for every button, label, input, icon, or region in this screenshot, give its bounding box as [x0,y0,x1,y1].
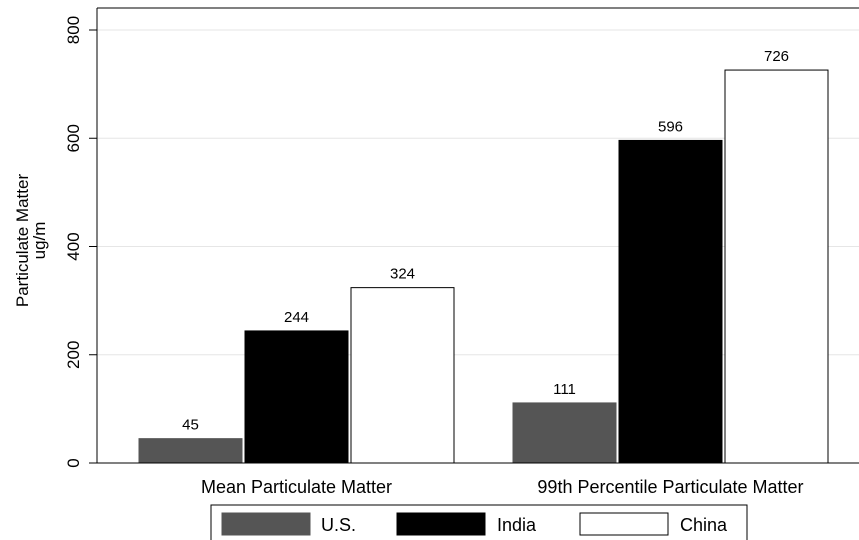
bar-india-0 [244,330,349,464]
x-category-label: 99th Percentile Particulate Matter [537,477,803,497]
legend-label: China [680,515,728,535]
y-tick-label: 800 [64,16,83,44]
bar-china-0 [350,287,455,464]
bar-u-s-0 [138,438,243,464]
y-tick-label: 200 [64,341,83,369]
bar-u-s-1 [512,402,617,464]
legend-swatch [396,512,486,536]
bar-india-1 [618,139,723,464]
y-axis-title: Particulate Matter ug/m [13,174,49,308]
legend-label: India [497,515,537,535]
y-tick-label: 600 [64,124,83,152]
bar-china-1 [724,69,829,464]
x-category-label: Mean Particulate Matter [201,477,392,497]
y-axis-title-line-1: Particulate Matter [13,174,32,308]
legend: U.S. India China [210,504,748,540]
data-label: 596 [658,118,683,135]
axes [96,7,859,464]
data-label: 726 [764,48,789,65]
data-label: 244 [284,309,309,326]
data-label: 111 [553,381,576,398]
legend-label: U.S. [321,515,356,535]
legend-swatch [221,512,311,536]
x-category-labels: Mean Particulate Matter 99th Percentile P… [201,477,804,497]
data-labels: 45 244 324 111 596 726 [182,48,789,434]
data-label: 324 [390,266,415,283]
y-ticks: 0 200 400 600 800 [64,16,97,468]
bars [138,69,829,464]
legend-swatch [579,512,669,536]
y-axis-title-line-2: ug/m [30,222,49,260]
data-label: 45 [182,417,199,434]
y-tick-label: 0 [64,458,83,467]
y-tick-label: 400 [64,232,83,260]
